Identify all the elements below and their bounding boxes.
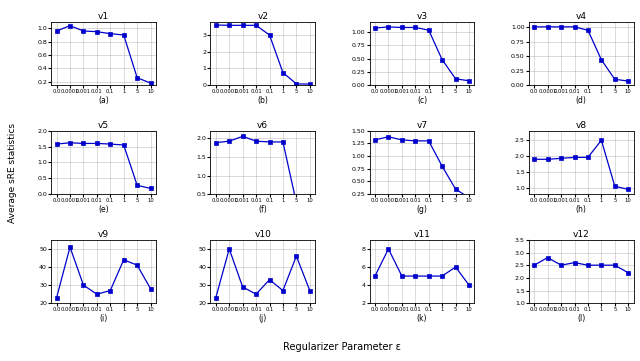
Title: v9: v9 xyxy=(98,230,109,239)
Title: v3: v3 xyxy=(417,12,428,21)
Title: v10: v10 xyxy=(254,230,271,239)
Title: v1: v1 xyxy=(98,12,109,21)
Text: Average sRE statistics: Average sRE statistics xyxy=(8,123,17,223)
Title: v4: v4 xyxy=(576,12,587,21)
X-axis label: (j): (j) xyxy=(259,314,267,323)
X-axis label: (d): (d) xyxy=(576,96,587,105)
X-axis label: (i): (i) xyxy=(99,314,108,323)
X-axis label: (g): (g) xyxy=(417,205,428,214)
X-axis label: (e): (e) xyxy=(99,205,109,214)
X-axis label: (f): (f) xyxy=(259,205,267,214)
Title: v5: v5 xyxy=(98,121,109,130)
X-axis label: (h): (h) xyxy=(576,205,587,214)
Text: Regularizer Parameter ε: Regularizer Parameter ε xyxy=(284,342,401,352)
X-axis label: (c): (c) xyxy=(417,96,427,105)
Title: v2: v2 xyxy=(257,12,268,21)
Title: v6: v6 xyxy=(257,121,268,130)
Title: v7: v7 xyxy=(417,121,428,130)
X-axis label: (l): (l) xyxy=(577,314,586,323)
X-axis label: (b): (b) xyxy=(257,96,268,105)
Title: v11: v11 xyxy=(413,230,431,239)
X-axis label: (a): (a) xyxy=(98,96,109,105)
Title: v12: v12 xyxy=(573,230,589,239)
X-axis label: (k): (k) xyxy=(417,314,428,323)
Title: v8: v8 xyxy=(575,121,587,130)
